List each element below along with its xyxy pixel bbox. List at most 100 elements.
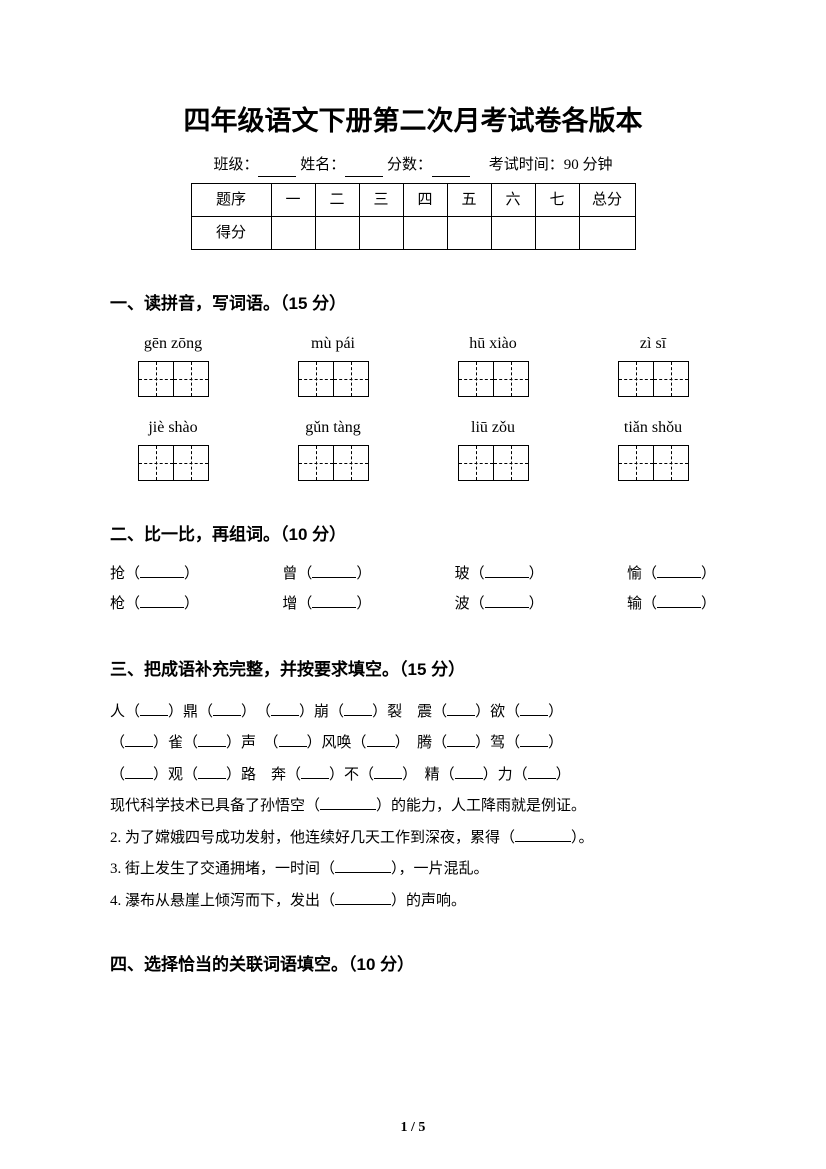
- t: ）崩（: [299, 704, 344, 720]
- class-label: 班级：: [213, 153, 258, 177]
- blank[interactable]: [335, 859, 391, 873]
- t: 3. 街上发生了交通拥堵，一时间（: [110, 861, 335, 877]
- score-cell[interactable]: [315, 217, 359, 250]
- blank[interactable]: [515, 828, 571, 842]
- blank[interactable]: [301, 765, 329, 779]
- t: ） 精（: [402, 767, 455, 783]
- name-blank[interactable]: [345, 161, 383, 177]
- score-table: 题序 一 二 三 四 五 六 七 总分 得分: [191, 183, 636, 250]
- t: ）鼎（: [168, 704, 213, 720]
- section4-heading: 四、选择恰当的关联词语填空。（10 分）: [110, 951, 716, 978]
- c-1-3: 玻: [455, 566, 470, 582]
- t: 2. 为了嫦娥四号成功发射，他连续好几天工作到深夜，累得（: [110, 830, 515, 846]
- pinyin-row-1: gēn zōng mù pái hū xiào zì sī: [110, 331, 716, 357]
- tian-grid[interactable]: [278, 361, 388, 397]
- t: 4. 瀑布从悬崖上倾泻而下，发出（: [110, 893, 335, 909]
- t: ）驾（: [475, 735, 520, 751]
- c-1-1: 抢: [110, 566, 125, 582]
- score-cell[interactable]: [359, 217, 403, 250]
- blank[interactable]: [140, 594, 184, 608]
- blank[interactable]: [367, 733, 395, 747]
- doc-title: 四年级语文下册第二次月考试卷各版本: [110, 100, 716, 143]
- t: （: [110, 767, 125, 783]
- header-info: 班级： 姓名： 分数： 考试时间：90 分钟: [110, 153, 716, 177]
- th-6: 六: [491, 184, 535, 217]
- score-cell[interactable]: [535, 217, 579, 250]
- blank[interactable]: [455, 765, 483, 779]
- tian-grid[interactable]: [598, 361, 708, 397]
- c-2-1: 枪: [110, 596, 125, 612]
- blank[interactable]: [213, 702, 241, 716]
- blank[interactable]: [657, 594, 701, 608]
- compare-row-1: 抢（） 曾（） 玻（） 愉（）: [110, 562, 716, 586]
- blank[interactable]: [125, 765, 153, 779]
- score-cell[interactable]: [447, 217, 491, 250]
- t: ）声 （: [226, 735, 279, 751]
- blank[interactable]: [312, 594, 356, 608]
- q2: 2. 为了嫦娥四号成功发射，他连续好几天工作到深夜，累得（ ）。: [110, 823, 716, 855]
- pinyin-2-2: gǔn tàng: [278, 415, 388, 441]
- blank[interactable]: [198, 765, 226, 779]
- exam-time: 考试时间：90 分钟: [489, 153, 613, 177]
- score-blank[interactable]: [432, 161, 470, 177]
- blank[interactable]: [335, 891, 391, 905]
- t: ）。: [571, 830, 594, 846]
- blank[interactable]: [485, 564, 529, 578]
- pinyin-1-4: zì sī: [598, 331, 708, 357]
- blank[interactable]: [344, 702, 372, 716]
- tian-grid[interactable]: [118, 361, 228, 397]
- pinyin-1-2: mù pái: [278, 331, 388, 357]
- blank[interactable]: [125, 733, 153, 747]
- score-cell[interactable]: [491, 217, 535, 250]
- blank[interactable]: [140, 702, 168, 716]
- blank[interactable]: [447, 733, 475, 747]
- tian-grid[interactable]: [278, 445, 388, 481]
- blank[interactable]: [279, 733, 307, 747]
- tian-grid[interactable]: [118, 445, 228, 481]
- blank[interactable]: [140, 564, 184, 578]
- t: ）: [548, 704, 563, 720]
- t: ）: [556, 767, 571, 783]
- q3: 3. 街上发生了交通拥堵，一时间（），一片混乱。: [110, 854, 716, 886]
- th-5: 五: [447, 184, 491, 217]
- page-footer: 1 / 5: [0, 1117, 826, 1139]
- section3-heading: 三、把成语补充完整，并按要求填空。（15 分）: [110, 656, 716, 683]
- t: ） （: [241, 704, 271, 720]
- blank[interactable]: [520, 733, 548, 747]
- t: ）: [548, 735, 563, 751]
- t: 现代科学技术已具备了孙悟空（: [110, 798, 320, 814]
- idiom-line-1: 人（）鼎（） （）崩（）裂 震（）欲（）: [110, 697, 716, 729]
- pinyin-row-2: jiè shào gǔn tàng liū zǒu tiǎn shǒu: [110, 415, 716, 441]
- tian-grid[interactable]: [598, 445, 708, 481]
- t: ） 腾（: [395, 735, 448, 751]
- th-3: 三: [359, 184, 403, 217]
- tian-grid[interactable]: [438, 361, 548, 397]
- blank[interactable]: [528, 765, 556, 779]
- q1: 现代科学技术已具备了孙悟空（）的能力，人工降雨就是例证。: [110, 791, 716, 823]
- pinyin-2-3: liū zǒu: [438, 415, 548, 441]
- c-1-4: 愉: [627, 566, 642, 582]
- score-cell[interactable]: [271, 217, 315, 250]
- tian-grid[interactable]: [438, 445, 548, 481]
- blank[interactable]: [485, 594, 529, 608]
- blank[interactable]: [198, 733, 226, 747]
- blank[interactable]: [447, 702, 475, 716]
- blank[interactable]: [271, 702, 299, 716]
- blank[interactable]: [374, 765, 402, 779]
- c-1-2: 曾: [282, 566, 297, 582]
- th-7: 七: [535, 184, 579, 217]
- blank[interactable]: [312, 564, 356, 578]
- th-8: 总分: [579, 184, 635, 217]
- name-label: 姓名：: [300, 153, 345, 177]
- th-2: 二: [315, 184, 359, 217]
- row2-label: 得分: [191, 217, 271, 250]
- class-blank[interactable]: [258, 161, 296, 177]
- t: ）路 奔（: [226, 767, 301, 783]
- blank[interactable]: [657, 564, 701, 578]
- c-2-4: 输: [627, 596, 642, 612]
- score-cell[interactable]: [403, 217, 447, 250]
- blank[interactable]: [320, 796, 376, 810]
- section2-heading: 二、比一比，再组词。（10 分）: [110, 521, 716, 548]
- score-cell[interactable]: [579, 217, 635, 250]
- blank[interactable]: [520, 702, 548, 716]
